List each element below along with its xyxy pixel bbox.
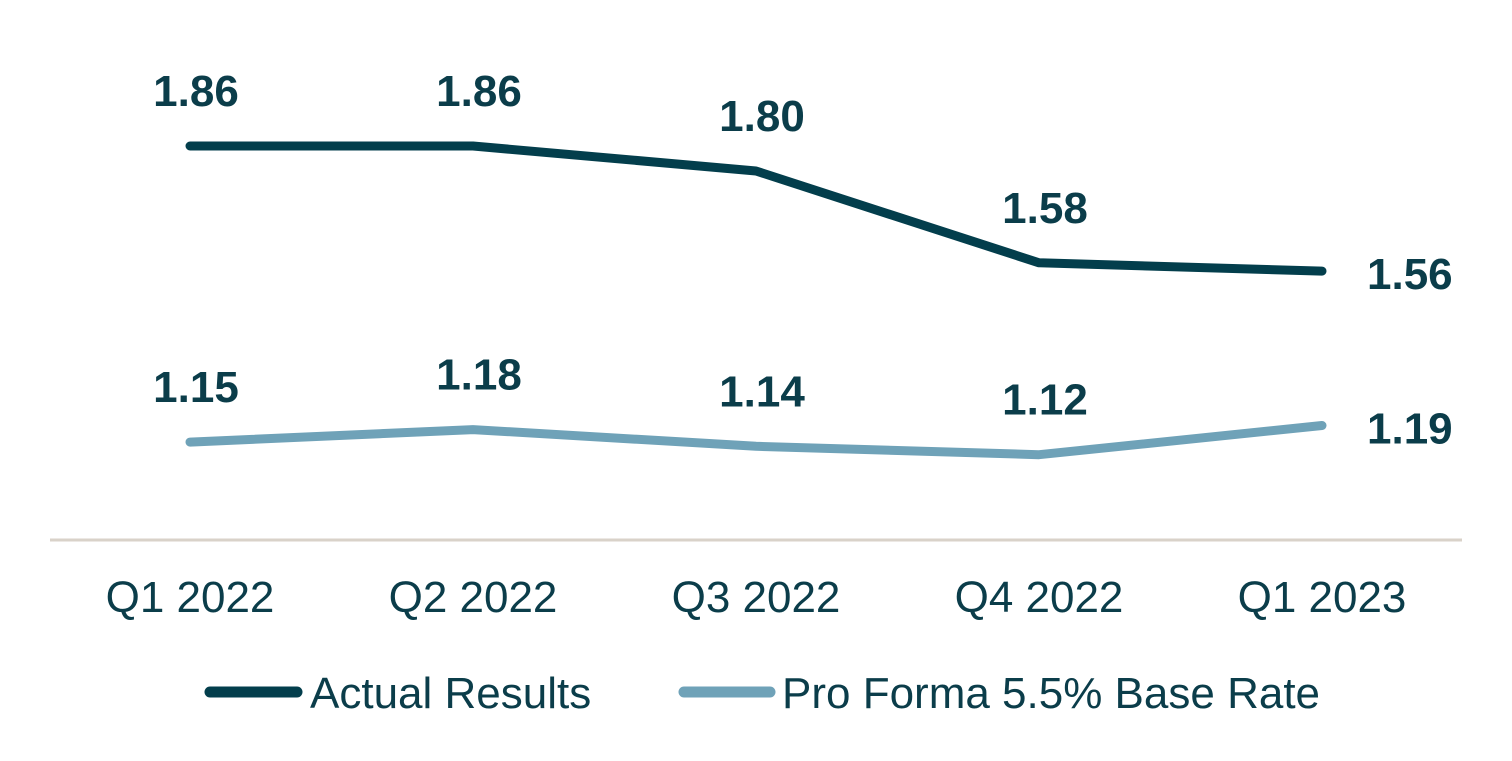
x-tick-labels: Q1 2022 Q2 2022 Q3 2022 Q4 2022 Q1 2023 (106, 573, 1407, 622)
series-line-actual-results (185, 141, 1327, 276)
data-label-pro-forma-5-5-base-rate-1: 1.15 (153, 363, 239, 412)
x-tick-label-5: Q1 2023 (1238, 573, 1407, 622)
data-label-actual-results-3: 1.80 (719, 92, 805, 141)
data-label-pro-forma-5-5-base-rate-5: 1.19 (1367, 404, 1453, 453)
series-line-pro-forma-5-5-base-rate (185, 421, 1327, 460)
data-label-actual-results-5: 1.56 (1367, 250, 1453, 299)
data-label-pro-forma-5-5-base-rate-2: 1.18 (436, 351, 522, 400)
x-tick-label-1: Q1 2022 (106, 573, 275, 622)
legend-label-pro-forma: Pro Forma 5.5% Base Rate (782, 669, 1320, 718)
data-label-actual-results-4: 1.58 (1002, 184, 1088, 233)
legend-label-actual-results: Actual Results (310, 669, 591, 718)
data-label-actual-results-2: 1.86 (436, 67, 522, 116)
x-tick-label-2: Q2 2022 (389, 573, 558, 622)
data-label-layer: 1.86 1.86 1.80 1.58 1.56 1.15 1.18 1.14 1.12 1.19 (153, 67, 1452, 453)
x-tick-label-3: Q3 2022 (672, 573, 841, 622)
data-label-pro-forma-5-5-base-rate-3: 1.14 (719, 367, 805, 416)
data-label-actual-results-1: 1.86 (153, 67, 239, 116)
legend: Actual Results Pro Forma 5.5% Base Rate (204, 669, 1320, 718)
data-label-pro-forma-5-5-base-rate-4: 1.12 (1002, 376, 1088, 425)
x-tick-label-4: Q4 2022 (955, 573, 1124, 622)
series-layer (185, 141, 1327, 460)
